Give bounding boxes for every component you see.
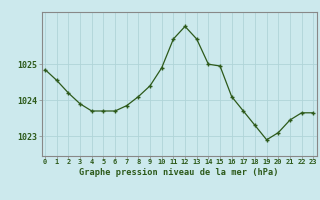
X-axis label: Graphe pression niveau de la mer (hPa): Graphe pression niveau de la mer (hPa) xyxy=(79,168,279,177)
